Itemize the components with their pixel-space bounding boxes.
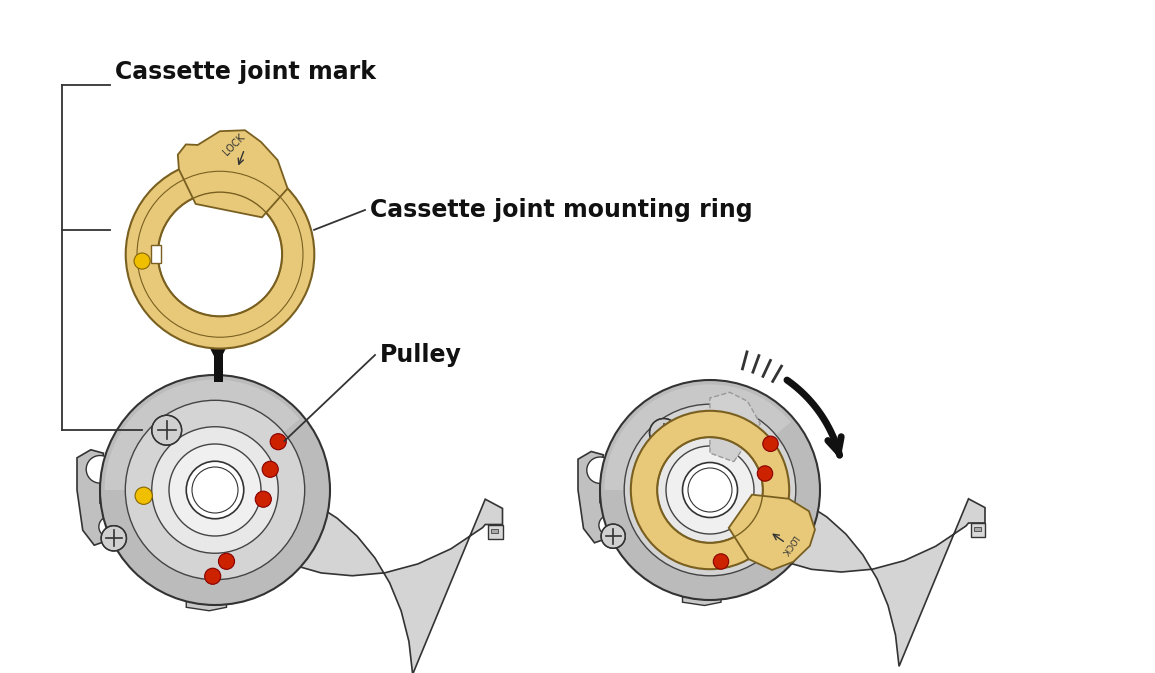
Circle shape	[204, 568, 221, 584]
Polygon shape	[267, 499, 502, 673]
Polygon shape	[77, 450, 121, 545]
Circle shape	[624, 404, 796, 576]
Circle shape	[87, 456, 114, 483]
Circle shape	[634, 487, 650, 504]
Bar	[970, 523, 985, 537]
Circle shape	[218, 553, 234, 569]
Text: Cassette joint mounting ring: Cassette joint mounting ring	[370, 198, 753, 222]
Circle shape	[102, 526, 126, 551]
Polygon shape	[578, 452, 620, 543]
Circle shape	[100, 375, 330, 605]
Circle shape	[649, 429, 770, 551]
Circle shape	[186, 461, 244, 519]
Polygon shape	[178, 131, 288, 217]
Polygon shape	[186, 591, 226, 611]
Wedge shape	[631, 411, 789, 569]
Circle shape	[599, 516, 619, 535]
Wedge shape	[631, 411, 789, 569]
Text: Cassette joint mark: Cassette joint mark	[116, 60, 377, 84]
Circle shape	[125, 400, 305, 579]
Circle shape	[262, 461, 278, 477]
Circle shape	[587, 457, 613, 483]
Circle shape	[270, 433, 286, 450]
Bar	[974, 527, 981, 531]
Circle shape	[714, 554, 729, 569]
Circle shape	[192, 467, 238, 513]
Text: LOCK: LOCK	[778, 533, 798, 557]
Polygon shape	[729, 495, 815, 570]
Text: LOCK: LOCK	[222, 132, 247, 157]
Circle shape	[134, 253, 150, 269]
Circle shape	[599, 380, 820, 600]
Circle shape	[758, 466, 773, 481]
Circle shape	[683, 462, 738, 518]
Bar	[151, 245, 161, 263]
Polygon shape	[683, 587, 721, 606]
Wedge shape	[126, 160, 314, 349]
Wedge shape	[105, 380, 299, 490]
Circle shape	[169, 444, 261, 536]
Circle shape	[601, 524, 625, 548]
Bar	[214, 347, 223, 382]
Circle shape	[666, 446, 754, 534]
Circle shape	[151, 415, 181, 445]
Circle shape	[99, 516, 120, 537]
Circle shape	[649, 419, 678, 447]
Wedge shape	[604, 384, 791, 490]
Polygon shape	[760, 499, 985, 666]
Text: Pulley: Pulley	[380, 343, 462, 367]
Bar	[487, 524, 502, 540]
Circle shape	[688, 468, 732, 512]
Bar	[491, 528, 498, 532]
Circle shape	[762, 436, 778, 452]
Circle shape	[151, 427, 278, 553]
Circle shape	[135, 487, 152, 504]
Circle shape	[255, 491, 271, 507]
Polygon shape	[710, 392, 760, 462]
